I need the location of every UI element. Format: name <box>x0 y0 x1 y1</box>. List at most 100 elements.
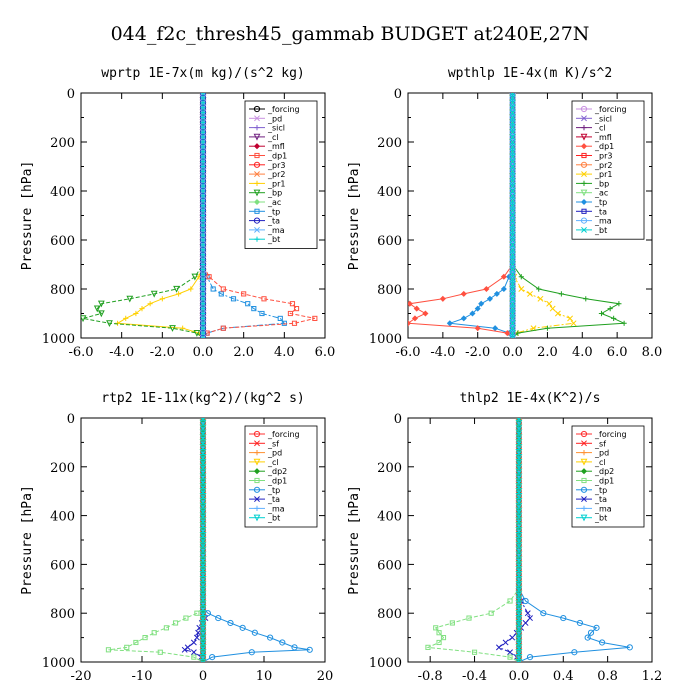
legend-item-pd: _pd <box>249 449 282 458</box>
series-bt-marker <box>200 237 206 243</box>
panel-title: wprtp 1E-7x(m kg)/(s^2 kg) <box>101 66 305 81</box>
series-bt-marker <box>515 551 523 559</box>
series-bt-line <box>515 418 523 662</box>
series-pr1-marker <box>123 315 129 321</box>
series-bt-marker <box>509 251 516 258</box>
series-bt-marker <box>199 614 207 622</box>
panel-title: thlp2 1E-4x(K^2)/s <box>460 391 601 406</box>
series-dp1-marker <box>500 273 507 280</box>
series-bt-marker <box>200 222 206 228</box>
legend-label: _tp <box>594 486 607 495</box>
series-bt-marker <box>515 483 523 491</box>
series-bt-marker <box>199 624 207 632</box>
legend-marker <box>253 198 261 206</box>
legend-marker <box>580 105 588 113</box>
legend-marker <box>580 430 588 438</box>
series-bp-marker <box>97 300 105 308</box>
legend-label: _cl <box>267 458 279 467</box>
series-bp-marker <box>536 286 542 292</box>
legend-marker <box>254 505 260 511</box>
series-bt-marker <box>199 429 207 437</box>
series-ta-marker <box>195 629 202 636</box>
series-bt-marker <box>200 154 206 160</box>
series-bt-marker <box>200 163 206 170</box>
legend-label: _dp2 <box>267 467 287 476</box>
series-bp-marker <box>193 330 201 337</box>
series-bt-marker <box>199 439 207 447</box>
series-bt-marker <box>515 507 523 515</box>
series-tp-marker <box>576 619 584 627</box>
legend-marker <box>253 161 261 168</box>
x-tick-label: 20 <box>317 669 334 684</box>
series-tp-marker <box>492 325 499 332</box>
series-bt-marker <box>199 434 207 442</box>
legend: _forcing_sf_pd_cl_dp2_dp1_tp_ta_ma_bt <box>244 425 318 528</box>
series-bt-marker <box>509 266 516 273</box>
series-bt-marker <box>509 134 516 141</box>
series-bt-marker <box>199 536 207 544</box>
chart-panel-4: thlp2 1E-4x(K^2)/s Pressure [hPa] 0 200 400 6… <box>347 391 662 684</box>
series-bt-marker <box>199 639 207 647</box>
legend-item-sf: _sf <box>249 439 279 448</box>
series-bt-marker <box>200 330 206 336</box>
legend-label: _forcing <box>594 430 627 439</box>
series-tp-marker <box>571 649 578 656</box>
series-bt-marker <box>200 271 206 277</box>
series-bt-marker <box>200 168 206 174</box>
series-bt-marker <box>199 512 207 520</box>
legend-item-dp1: _dp1 <box>576 142 614 151</box>
y-tick-label: 400 <box>50 185 75 200</box>
series-bt-marker <box>200 276 206 282</box>
series-bt-marker <box>200 320 206 326</box>
legend: _forcing_sf_pd_cl_dp2_dp1_tp_ta_ma_bt <box>571 425 645 528</box>
series-bt-marker <box>515 497 523 505</box>
series-bt-marker <box>200 266 206 272</box>
legend-label: _ta <box>594 495 607 504</box>
series-dp1-marker <box>411 315 418 322</box>
series-bt-marker <box>509 320 516 327</box>
series-pr1-marker <box>139 306 145 312</box>
series-bt-marker <box>509 241 516 248</box>
series-bt-marker <box>200 208 206 214</box>
series-dp1-path <box>426 418 520 662</box>
series-bt-marker <box>199 546 207 554</box>
legend-item-pr3: _pr3 <box>576 152 612 161</box>
series-dp1-marker <box>289 301 296 307</box>
legend-marker <box>580 468 588 475</box>
series-bt-marker <box>515 536 523 544</box>
x-tick-label: 0.0 <box>509 669 530 684</box>
series-tp-line <box>515 418 633 662</box>
y-tick-label: 200 <box>50 136 75 151</box>
series-tp-marker <box>251 629 258 636</box>
series-tp-marker <box>560 614 567 622</box>
series-bt-marker <box>200 173 206 179</box>
series-dp1-marker <box>163 625 169 631</box>
series-bt-marker <box>199 658 207 662</box>
series-tp-marker <box>522 597 529 605</box>
series-dp1-marker <box>483 285 490 293</box>
series-bt-marker <box>509 197 516 204</box>
series-bt-marker <box>509 286 516 292</box>
series-bt-line <box>200 93 206 338</box>
series-bt-marker <box>199 449 207 456</box>
series-bp-marker <box>150 290 158 298</box>
legend-label: _ta <box>267 217 280 226</box>
series-pr1-marker <box>176 291 182 297</box>
legend-marker <box>254 152 260 159</box>
legend-item-cl: _cl <box>576 124 606 133</box>
legend-label: _forcing <box>594 105 627 114</box>
legend-marker <box>254 115 260 122</box>
legend-label: _dp2 <box>594 467 614 476</box>
series-sf-marker <box>515 418 522 421</box>
series-bt-marker <box>199 458 207 466</box>
series-ta-marker <box>522 620 529 626</box>
series-bt-marker <box>199 497 207 505</box>
series-pr1-line <box>509 93 577 338</box>
series-bp-marker <box>93 305 101 313</box>
legend-marker <box>254 236 260 242</box>
series-bt-marker <box>199 654 207 661</box>
series-bt-marker <box>515 580 523 588</box>
series-bt-marker <box>509 173 516 180</box>
series-pr1-marker <box>567 315 574 322</box>
